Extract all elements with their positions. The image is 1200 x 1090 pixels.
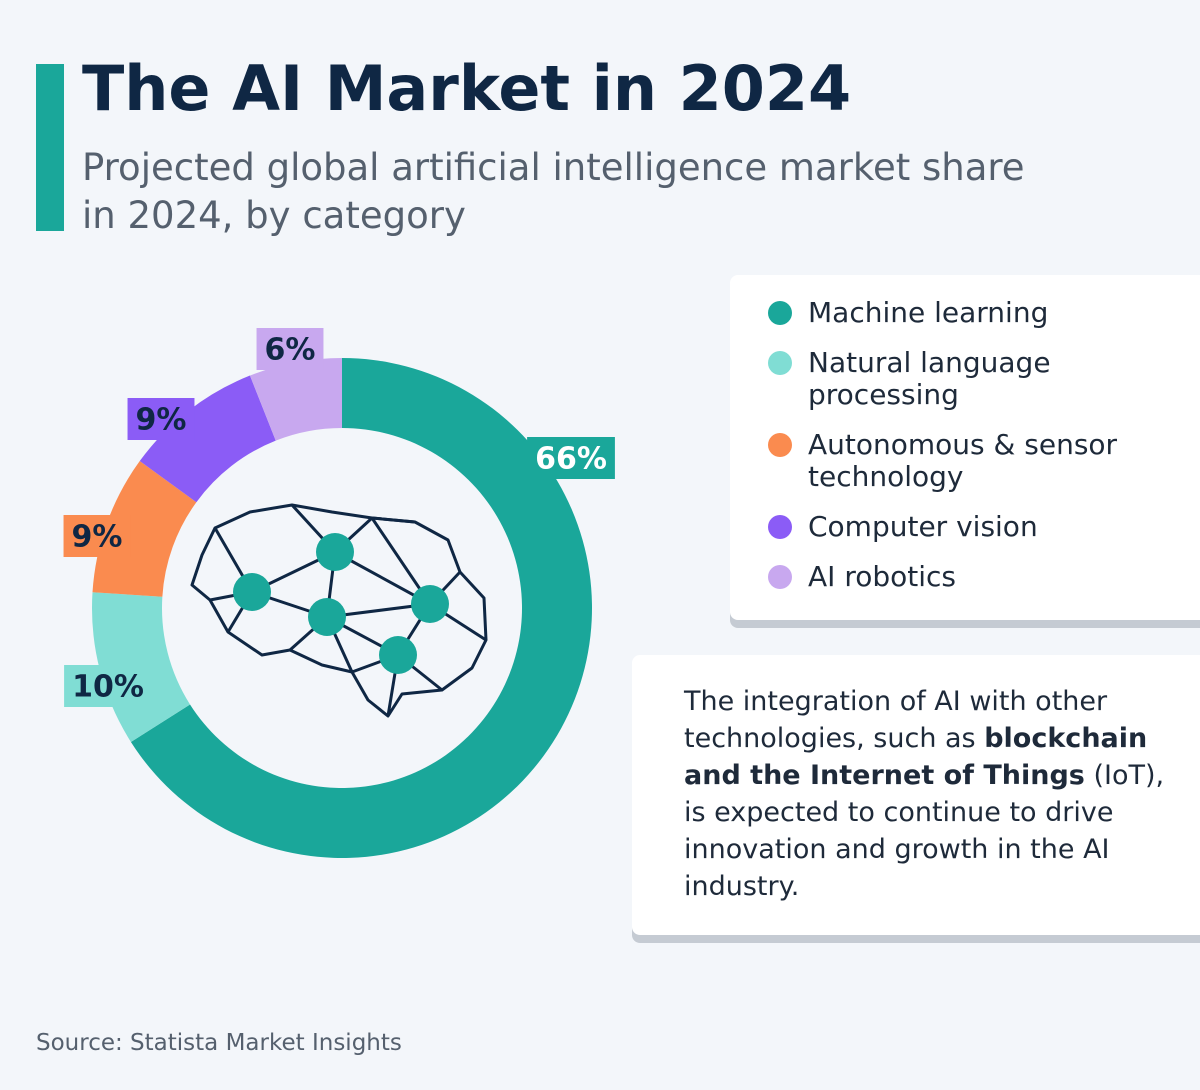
donut-segment — [249, 358, 342, 441]
legend-label: Autonomous & sensor technology — [808, 428, 1118, 493]
legend-item: Computer vision — [768, 511, 1200, 543]
legend-item: Machine learning — [768, 297, 1200, 329]
brain-illustration — [190, 503, 488, 718]
note-text: (IoT), is expected to continue to drive … — [684, 760, 1165, 902]
subtitle: Projected global artificial intelligence… — [82, 146, 1025, 237]
value-label: 9% — [72, 520, 123, 555]
value-label-box — [63, 515, 131, 557]
legend-label: Computer vision — [808, 510, 1038, 543]
value-label-box — [127, 398, 195, 440]
value-label: 9% — [136, 403, 187, 438]
chart: 66% 10% 9% 9% 6% — [63, 328, 615, 858]
legend-item: AI robotics — [768, 561, 1200, 593]
legend-swatch — [768, 351, 792, 375]
note-text: The integration of AI with other technol… — [684, 686, 1108, 754]
value-label-box — [527, 437, 615, 479]
note: The integration of AI with other technol… — [632, 655, 1200, 905]
legend-swatch — [768, 515, 792, 539]
value-label-box — [256, 328, 324, 370]
legend-label: Machine learning — [808, 296, 1049, 329]
legend-swatch — [768, 433, 792, 457]
donut-segment — [130, 358, 592, 858]
legend-label: Natural language processing — [808, 346, 1051, 411]
donut-segment — [139, 375, 276, 503]
legend: Machine learning Natural language process… — [730, 275, 1200, 620]
legend-list: Machine learning Natural language process… — [730, 275, 1200, 593]
legend-item: Autonomous & sensor technology — [768, 429, 1200, 493]
legend-item: Natural language processing — [768, 347, 1200, 411]
value-label: 10% — [72, 670, 144, 705]
legend-label: AI robotics — [808, 560, 956, 593]
legend-swatch — [768, 565, 792, 589]
legend-swatch — [768, 301, 792, 325]
value-label: 6% — [265, 333, 316, 368]
title-bar — [36, 64, 64, 231]
value-label: 66% — [535, 442, 607, 477]
source: Source: Statista Market Insights — [36, 1030, 402, 1056]
note-card: The integration of AI with other technol… — [632, 655, 1200, 935]
note-text: blockchain and the Internet of Things — [684, 723, 1148, 791]
title: The AI Market in 2024 — [82, 52, 852, 125]
value-label-box — [64, 665, 152, 707]
donut-segment — [92, 461, 197, 597]
